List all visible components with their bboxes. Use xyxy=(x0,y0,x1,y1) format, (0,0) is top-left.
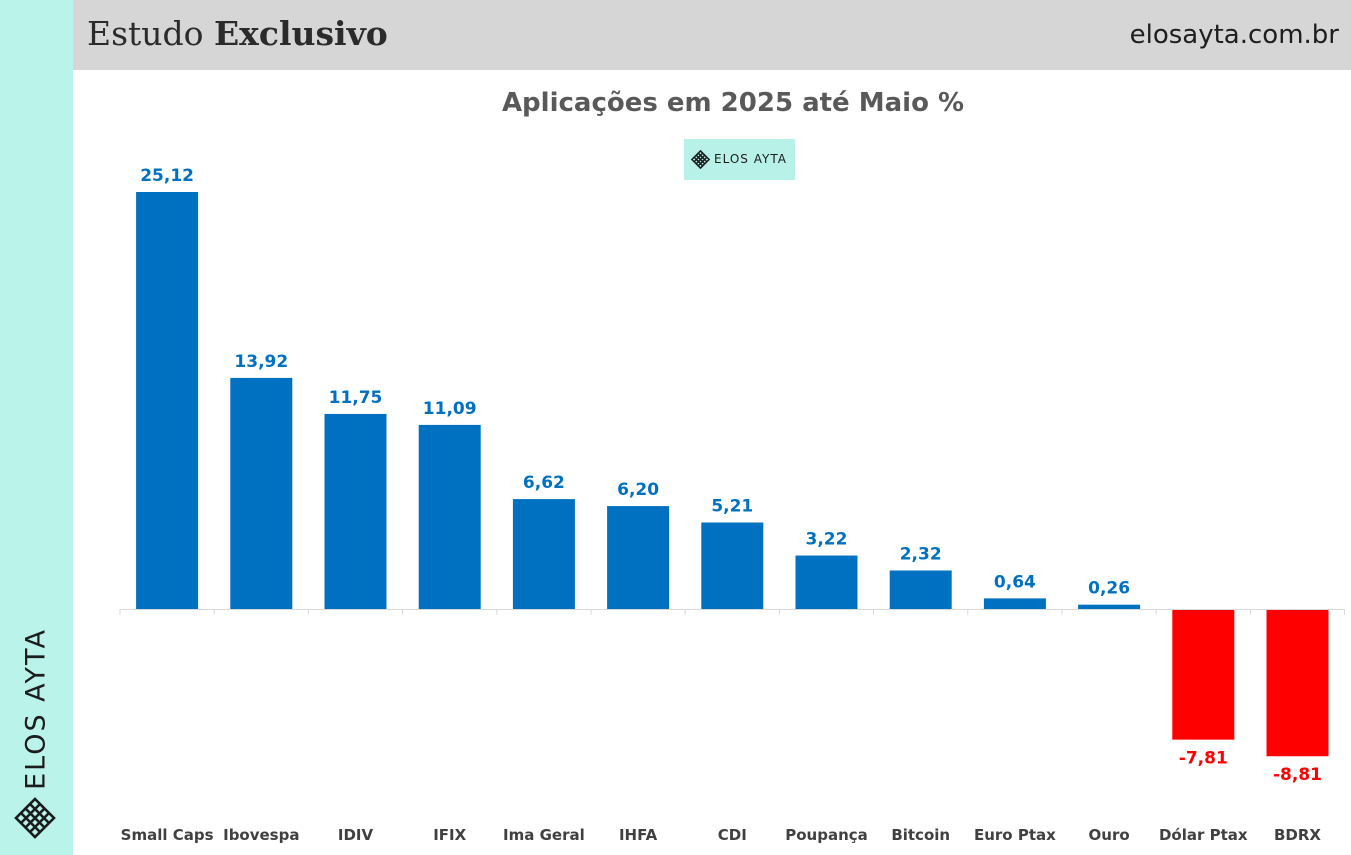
category-label: Dólar Ptax xyxy=(1159,826,1248,844)
title-regular: Estudo xyxy=(87,14,204,53)
data-label: 5,21 xyxy=(711,497,753,517)
category-label: Ibovespa xyxy=(223,826,299,844)
bar xyxy=(607,506,670,609)
side-band xyxy=(0,0,73,855)
title-bold: Exclusivo xyxy=(214,14,388,53)
bar xyxy=(324,413,387,609)
bar xyxy=(983,598,1046,609)
bar xyxy=(512,499,575,609)
bar xyxy=(701,522,764,609)
category-label: IHFA xyxy=(619,826,658,844)
data-label: 0,64 xyxy=(994,572,1036,592)
category-label: Ouro xyxy=(1089,826,1130,844)
data-label: 13,92 xyxy=(234,352,288,372)
data-label: 6,62 xyxy=(523,473,565,493)
data-label: -8,81 xyxy=(1273,765,1322,785)
category-label: CDI xyxy=(718,826,747,844)
data-label: 25,12 xyxy=(140,166,194,186)
category-label: IFIX xyxy=(433,826,466,844)
category-label: Euro Ptax xyxy=(974,826,1056,844)
data-label: 0,26 xyxy=(1088,579,1130,599)
bar xyxy=(795,555,858,609)
bar xyxy=(418,424,481,609)
category-label: IDIV xyxy=(338,826,374,844)
bar xyxy=(136,192,199,609)
category-label: Ima Geral xyxy=(503,826,585,844)
bar xyxy=(889,570,952,609)
bar xyxy=(1078,604,1141,609)
category-label: Small Caps xyxy=(121,826,214,844)
category-label: Bitcoin xyxy=(891,826,950,844)
category-label: BDRX xyxy=(1274,826,1321,844)
data-label: 2,32 xyxy=(900,544,942,564)
brand-badge: ELOS AYTA xyxy=(684,139,795,180)
category-label: Poupança xyxy=(785,826,868,844)
lattice-icon xyxy=(691,150,710,169)
page-title: Estudo Exclusivo xyxy=(87,14,388,53)
site-url: elosayta.com.br xyxy=(1129,20,1339,50)
header-bar: Estudo Exclusivo elosayta.com.br xyxy=(73,0,1351,70)
data-label: 3,22 xyxy=(806,530,848,550)
data-label: -7,81 xyxy=(1179,749,1228,769)
data-label: 6,20 xyxy=(617,480,659,500)
bar xyxy=(1266,610,1329,757)
lattice-icon xyxy=(14,797,56,839)
chart-title: Aplicações em 2025 até Maio % xyxy=(501,88,965,118)
data-label: 11,09 xyxy=(423,399,477,419)
bar xyxy=(1172,610,1235,740)
badge-text: ELOS AYTA xyxy=(714,152,787,166)
data-label: 11,75 xyxy=(329,388,383,408)
bar xyxy=(230,377,293,609)
